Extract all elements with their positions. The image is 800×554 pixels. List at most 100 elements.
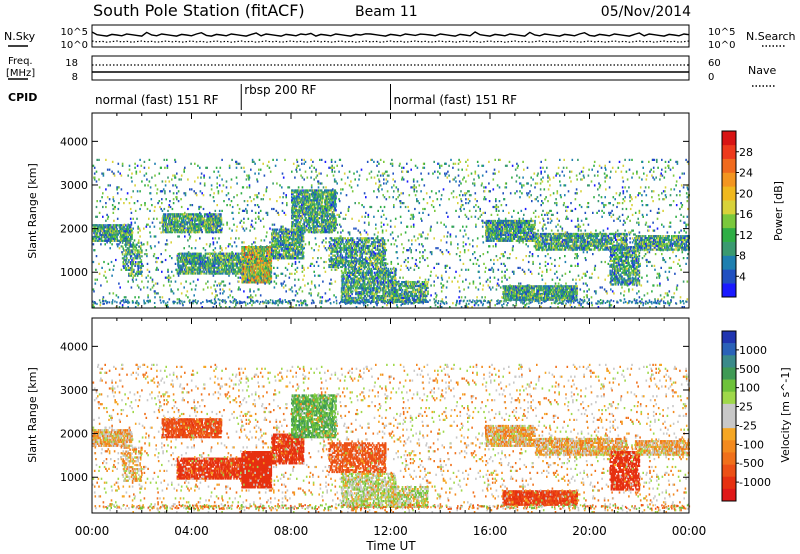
rti-cell — [351, 269, 354, 272]
rti-cell — [189, 258, 191, 261]
rti-cell — [201, 270, 203, 273]
rti-cell — [230, 258, 233, 261]
rti-cell — [343, 291, 346, 294]
rti-cell — [345, 250, 348, 253]
rti-cell — [305, 225, 308, 228]
rti-cell — [302, 247, 304, 250]
rti-cell — [244, 269, 246, 272]
rti-cell — [290, 241, 292, 245]
rti-cell — [328, 227, 331, 230]
rti-cell — [350, 258, 353, 261]
rti-cell — [300, 197, 302, 200]
rti-cell — [314, 221, 316, 224]
rti-cell — [289, 236, 291, 239]
rti-cell — [319, 191, 321, 194]
rti-cell — [140, 259, 143, 262]
rti-cell — [297, 236, 300, 239]
rti-cell — [210, 268, 212, 271]
rti-cell — [324, 225, 327, 228]
rti-cell — [214, 258, 217, 261]
rti-cell — [246, 248, 248, 251]
rti-cell — [301, 238, 303, 241]
rti-cell — [121, 253, 124, 256]
rti-cell — [183, 264, 185, 267]
rti-cell — [250, 255, 252, 258]
rti-cell — [359, 252, 361, 255]
rti-cell — [371, 248, 373, 251]
rti-cell — [355, 246, 358, 249]
rti-cell — [383, 264, 385, 267]
rti-cell — [177, 266, 180, 269]
rti-cell — [185, 270, 188, 273]
rti-cell — [250, 267, 253, 270]
rti-cell — [194, 252, 197, 255]
rti-cell — [365, 239, 368, 242]
rti-cell — [349, 287, 352, 290]
rti-cell — [179, 272, 182, 275]
rti-cell — [212, 225, 214, 228]
rti-cell — [342, 291, 344, 294]
rti-cell — [220, 217, 223, 220]
rti-cell — [322, 195, 324, 198]
rti-cell — [174, 227, 177, 230]
rti-cell — [309, 217, 311, 220]
rti-cell — [357, 269, 360, 272]
rti-cell — [344, 283, 347, 286]
rti-cell — [370, 285, 373, 288]
rti-cell — [341, 271, 343, 274]
rti-cell — [241, 257, 244, 260]
rti-cell — [215, 225, 218, 228]
rti-cell — [232, 262, 235, 265]
rti-cell — [217, 221, 219, 224]
rti-cell — [275, 228, 278, 231]
rti-cell — [252, 265, 254, 268]
rti-cell — [331, 199, 333, 202]
rti-cell — [335, 219, 337, 222]
rti-cell — [366, 252, 369, 255]
rti-cell — [335, 258, 338, 261]
rti-cell — [330, 246, 332, 249]
rti-cell — [356, 277, 359, 280]
rti-cell — [220, 213, 222, 216]
rti-cell — [309, 197, 311, 200]
rti-cell — [190, 256, 192, 259]
rti-cell — [302, 257, 305, 260]
rti-cell — [347, 262, 350, 265]
rti-cell — [165, 219, 167, 222]
rti-cell — [298, 221, 301, 224]
rti-cell — [140, 266, 143, 270]
rti-cell — [290, 247, 292, 250]
rti-cell — [382, 237, 384, 240]
rti-cell — [353, 241, 356, 244]
noise-panel-left-tick-top: 10^5 — [61, 27, 88, 38]
rti-cell — [313, 203, 315, 206]
rti-cell — [335, 197, 337, 200]
rti-cell — [194, 270, 196, 273]
rti-cell — [184, 215, 187, 218]
rti-cell — [207, 229, 209, 232]
rti-cell — [304, 225, 306, 228]
rti-cell — [239, 264, 241, 267]
rti-cell — [252, 279, 254, 282]
rti-cell — [234, 262, 236, 265]
rti-cell — [376, 262, 378, 265]
rti-cell — [345, 293, 347, 296]
rti-cell — [334, 207, 337, 210]
rti-cell — [354, 283, 356, 286]
rti-cell — [381, 260, 384, 263]
rti-cell — [309, 213, 312, 216]
rti-cell — [301, 249, 304, 252]
rti-cell — [256, 281, 259, 284]
rti-cell — [129, 226, 132, 229]
rti-cell — [180, 225, 182, 228]
rti-cell — [99, 224, 102, 227]
rti-cell — [184, 266, 187, 269]
rti-cell — [353, 265, 355, 269]
rti-cell — [212, 221, 215, 224]
rti-cell — [330, 201, 332, 204]
rti-cell — [356, 260, 359, 263]
rti-cell — [238, 272, 240, 275]
rti-cell — [354, 248, 356, 251]
rti-cell — [203, 256, 205, 259]
rti-cell — [340, 287, 343, 290]
